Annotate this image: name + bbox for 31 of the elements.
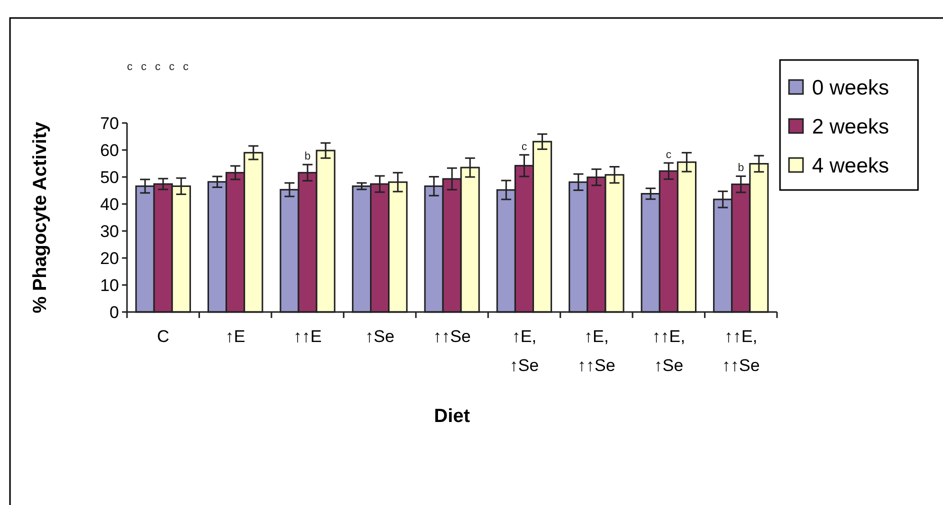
x-tick-label: ↑E, ↑Se [510, 327, 539, 375]
legend-label: 2 weeks [812, 115, 890, 138]
y-tick-label: 0 [110, 302, 119, 322]
annotation: c [521, 140, 528, 153]
x-tick-label: ↑↑Se [433, 327, 471, 346]
y-tick-label: 60 [100, 140, 119, 160]
x-tick-label: ↑↑E, ↑Se [652, 327, 686, 375]
text: c [127, 61, 133, 73]
x-tick-label: ↑E, ↑↑Se [578, 327, 616, 375]
x-tick-label: ↑Se [365, 327, 394, 346]
annotation: c [666, 148, 672, 161]
legend-label: 4 weeks [812, 154, 890, 178]
y-tick-label: 20 [100, 248, 119, 268]
annotation: b [304, 150, 311, 163]
y-axis-title: % Phagocyte Activity [30, 121, 51, 314]
x-tick-label: ↑↑E [293, 327, 322, 346]
x-tick-label: ↑E [225, 327, 246, 346]
text: c [183, 61, 189, 73]
y-tick-label: 10 [100, 276, 119, 295]
x-tick-label: ↑↑E, ↑↑Se [722, 327, 760, 375]
x-tick-label: C [156, 327, 170, 346]
text: c [169, 61, 175, 73]
y-tick-label: 70 [100, 114, 119, 133]
annotation: b [738, 162, 744, 174]
legend-label: 0 weeks [812, 76, 890, 100]
y-tick-label: 30 [100, 222, 119, 241]
y-tick-label: 50 [100, 168, 119, 187]
y-tick-label: 40 [100, 194, 119, 214]
text: c [141, 61, 147, 73]
x-axis-title: Diet [434, 406, 471, 427]
text: c [155, 61, 161, 73]
